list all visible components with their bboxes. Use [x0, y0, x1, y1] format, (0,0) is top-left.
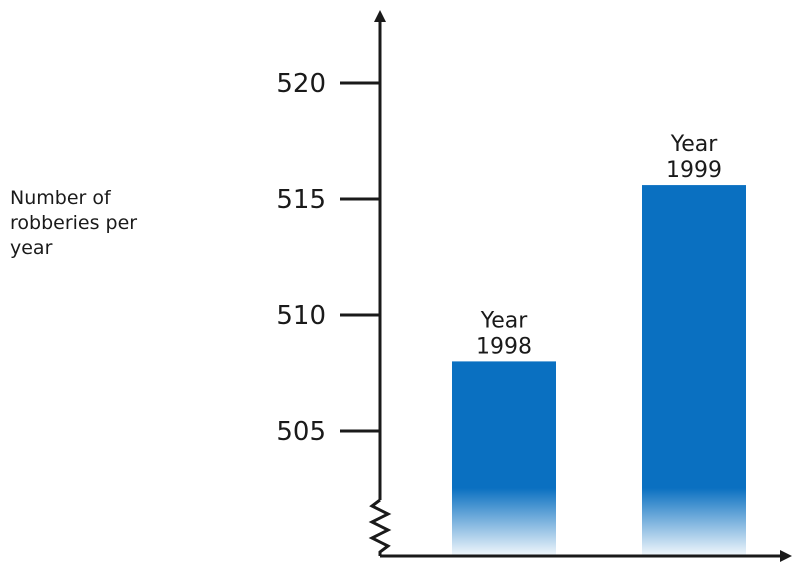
x-axis-arrow-icon — [780, 550, 792, 562]
y-axis-label-line-3: year — [10, 237, 53, 259]
bar-1998 — [452, 361, 556, 488]
y-axis-label-line-2: robberies per — [10, 212, 138, 234]
bar-label-line-1: Year — [670, 132, 719, 157]
bar-fade-1999 — [642, 488, 746, 556]
y-tick-label-510: 510 — [276, 301, 326, 331]
bar-fade-1998 — [452, 488, 556, 556]
bar-label-line-2: 1998 — [476, 334, 532, 359]
y-tick-label-515: 515 — [276, 185, 326, 215]
y-axis-label: Number of robberies per year — [10, 186, 160, 261]
y-axis-arrow-icon — [374, 10, 386, 22]
axis-break-icon — [368, 498, 392, 556]
bar-label-line-2: 1999 — [666, 158, 722, 183]
y-tick-label-520: 520 — [276, 69, 326, 99]
bar-label-line-1: Year — [480, 308, 529, 333]
y-axis-label-line-1: Number of — [10, 187, 111, 209]
y-tick-label-505: 505 — [276, 417, 326, 447]
bar-1999 — [642, 185, 746, 488]
